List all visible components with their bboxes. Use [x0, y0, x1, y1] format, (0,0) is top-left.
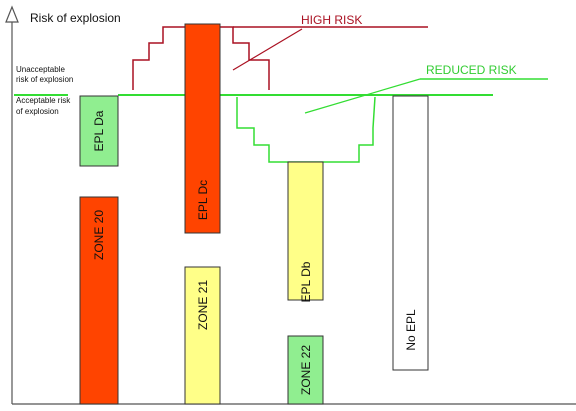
- y-axis-arrowhead: [5, 5, 19, 23]
- unacceptable-label-line2: risk of explosion: [16, 75, 73, 84]
- zone-21-label: ZONE 21: [196, 280, 210, 330]
- epl-db-label: EPL Db: [299, 261, 313, 302]
- unacceptable-label-line1: Unacceptable: [16, 65, 65, 74]
- y-axis-label: Risk of explosion: [30, 11, 121, 25]
- epl-da-block: [79, 95, 119, 167]
- epl-dc-label: EPL Dc: [196, 180, 210, 220]
- no-epl-block: [392, 95, 429, 371]
- zone-22-label: ZONE 22: [299, 345, 313, 395]
- no-epl-label: No EPL: [404, 309, 418, 351]
- reduced-risk-step-line: [236, 96, 376, 163]
- high-risk-label: HIGH RISK: [301, 13, 362, 27]
- zone-21-block: [184, 266, 221, 405]
- epl-da-label: EPL Da: [92, 110, 106, 151]
- zone-20-block: [79, 196, 119, 405]
- acceptable-label-line2: of explosion: [16, 107, 59, 116]
- zone-20-label: ZONE 20: [92, 210, 106, 260]
- epl-db-block: [287, 161, 324, 301]
- reduced-risk-label: REDUCED RISK: [426, 63, 517, 77]
- acceptable-label-line1: Acceptable risk: [16, 96, 71, 105]
- zone-22-block: [287, 335, 324, 405]
- reduced-risk-pointer: [304, 78, 421, 114]
- epl-dc-block: [184, 23, 221, 234]
- high-risk-pointer: [232, 28, 303, 71]
